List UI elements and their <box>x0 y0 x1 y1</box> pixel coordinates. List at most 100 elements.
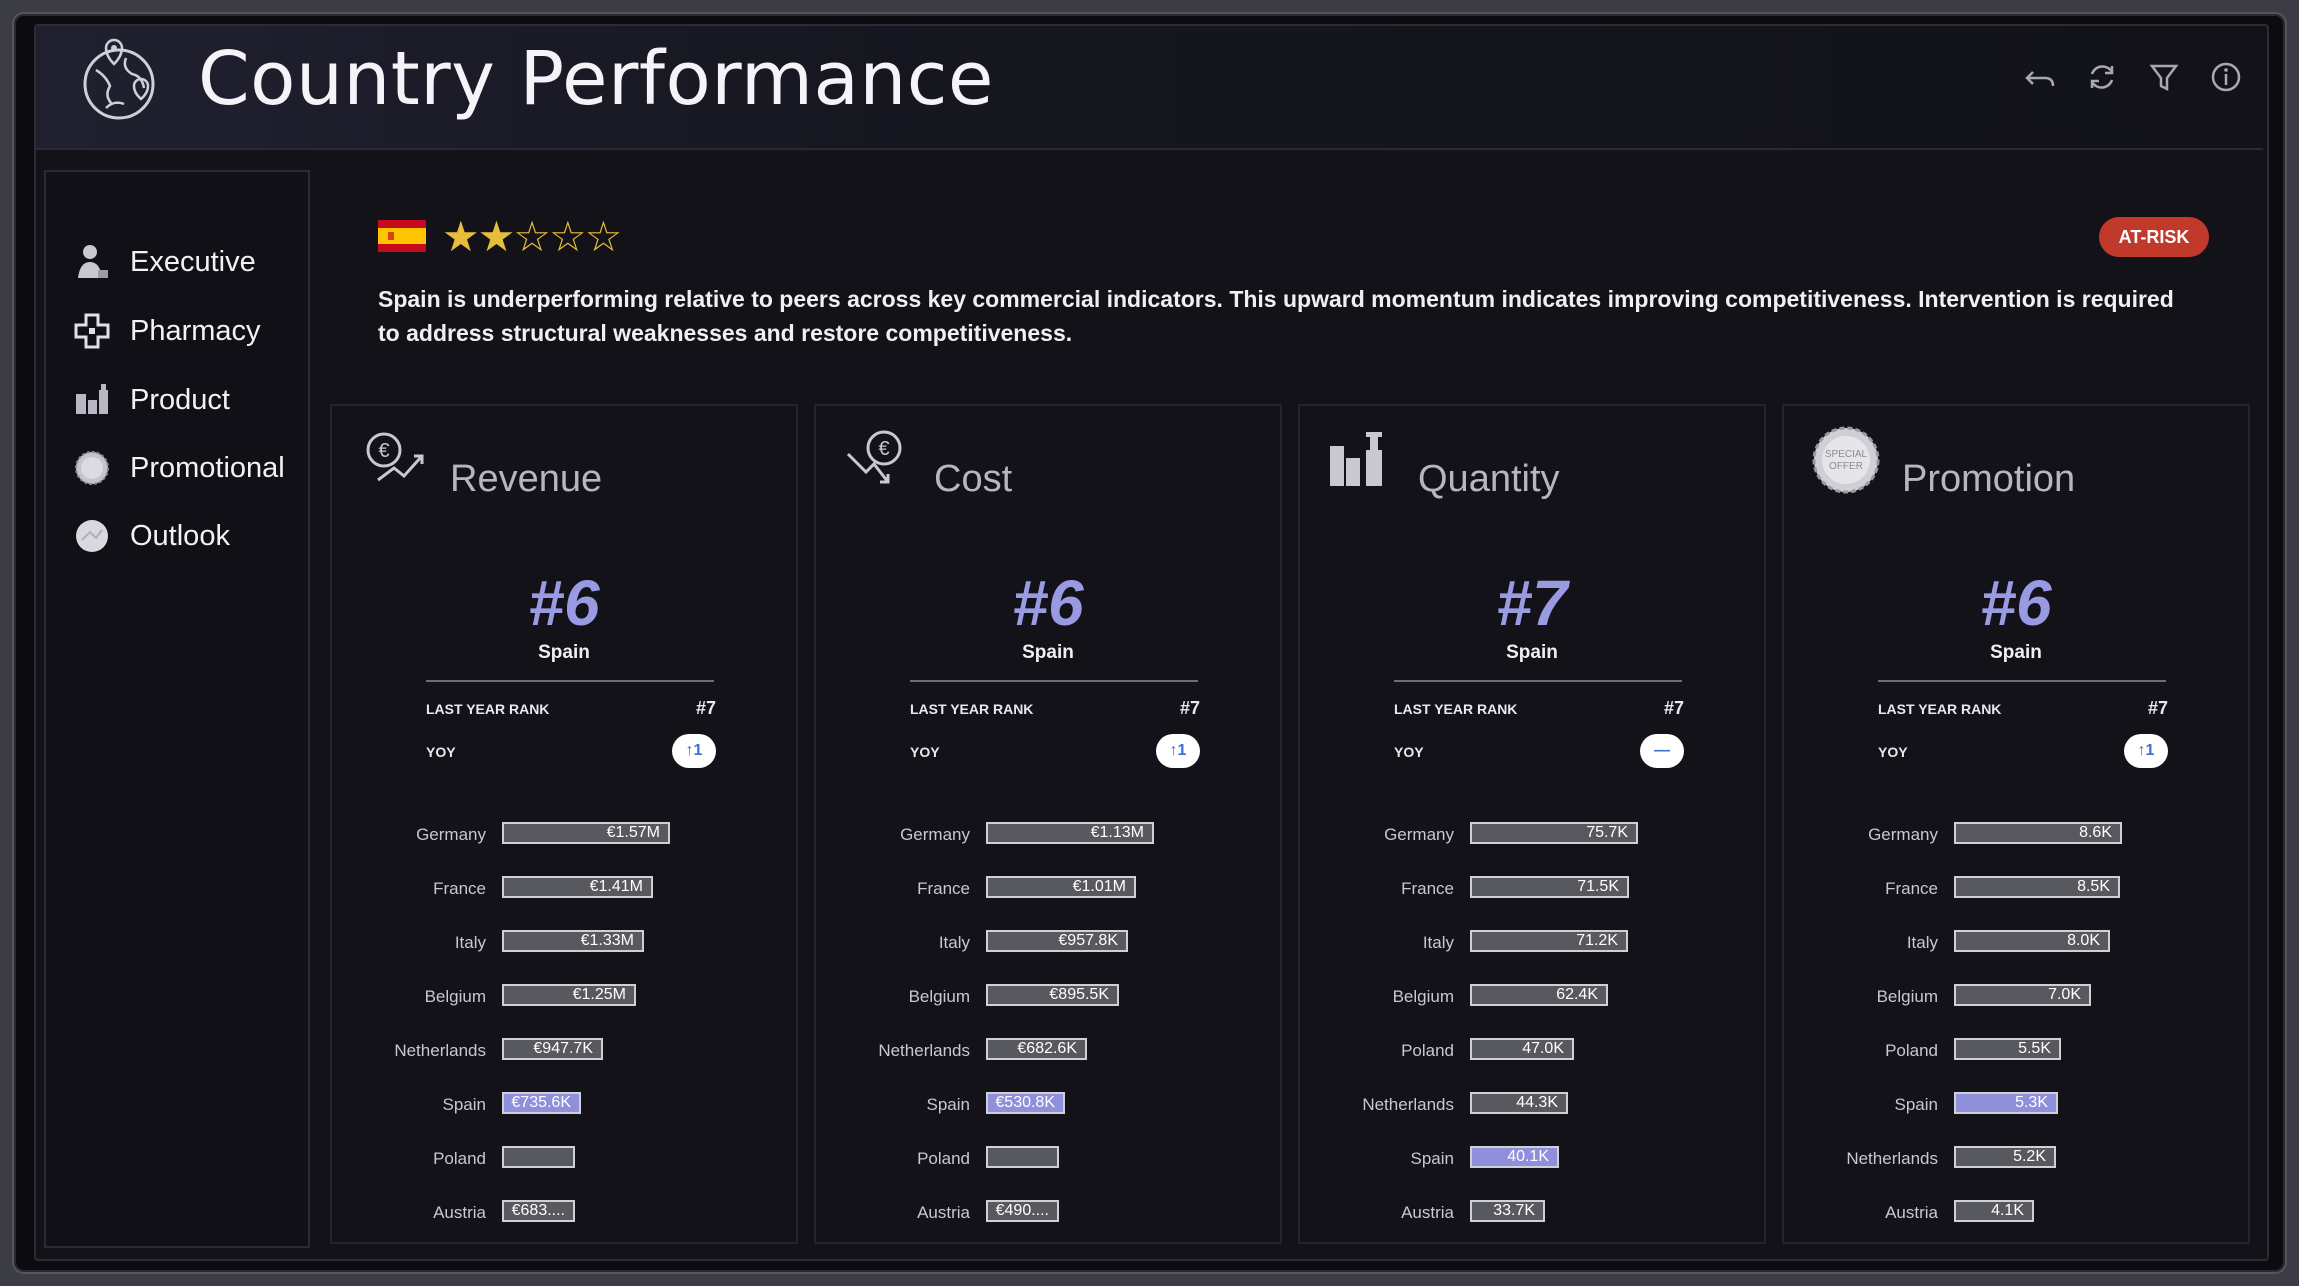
bar-row: Spain €735.6K <box>332 1092 796 1118</box>
bar-row: Germany 8.6K <box>1784 822 2248 848</box>
bar[interactable] <box>502 1038 603 1060</box>
yoy-badge: — <box>1640 734 1684 768</box>
bar-category-label: France <box>433 879 486 898</box>
bar[interactable] <box>986 1092 1065 1114</box>
yoy-label: YOY <box>1394 744 1424 760</box>
bar[interactable] <box>1954 930 2110 952</box>
bar-row: Netherlands 5.2K <box>1784 1146 2248 1172</box>
last-year-rank-value: #7 <box>2147 698 2168 718</box>
bar[interactable] <box>1954 984 2091 1006</box>
bar[interactable] <box>1470 1146 1559 1168</box>
bar-category-label: Netherlands <box>1846 1149 1938 1168</box>
bar[interactable] <box>502 930 644 952</box>
bar-row: Germany 75.7K <box>1300 822 1764 848</box>
bar[interactable] <box>502 822 670 844</box>
bar-category-label: Netherlands <box>878 1041 970 1060</box>
bar[interactable] <box>1954 876 2120 898</box>
rank-country: Spain <box>1506 642 1558 663</box>
bar-category-label: Germany <box>416 825 486 844</box>
status-badge: AT-RISK <box>2099 217 2209 257</box>
filter-icon[interactable] <box>2147 60 2181 94</box>
bar-category-label: Spain <box>1894 1095 1938 1114</box>
last-year-rank-label: LAST YEAR RANK <box>426 701 550 717</box>
bar[interactable] <box>502 876 653 898</box>
revenue-euro-trend-icon: € <box>358 424 430 496</box>
bar[interactable] <box>502 1146 575 1168</box>
bar-category-label: Poland <box>917 1149 970 1168</box>
bar[interactable] <box>986 1146 1059 1168</box>
bar[interactable] <box>1954 1092 2058 1114</box>
country-summary: Spain is underperforming relative to pee… <box>378 286 2174 346</box>
bar[interactable] <box>986 876 1136 898</box>
spain-flag-icon <box>378 220 426 252</box>
bar-category-label: Austria <box>1885 1203 1938 1222</box>
divider <box>910 680 1198 682</box>
card-title: Promotion <box>1902 458 2076 500</box>
bar-value-label: €1.01M <box>1072 878 1126 895</box>
info-icon[interactable] <box>2209 60 2243 94</box>
bar[interactable] <box>986 984 1119 1006</box>
sidebar-item-promotional[interactable]: Promotional <box>72 448 285 488</box>
bar[interactable] <box>502 1092 581 1114</box>
bar-row: France €1.01M <box>816 876 1280 902</box>
sidebar-item-executive[interactable]: Executive <box>72 242 256 282</box>
bar-category-label: Italy <box>1906 933 1938 952</box>
bar[interactable] <box>1954 1200 2034 1222</box>
bar-value-label: 8.6K <box>2079 824 2112 841</box>
sidebar-item-pharmacy[interactable]: Pharmacy <box>72 311 261 351</box>
bar-category-label: Belgium <box>1392 987 1454 1006</box>
bar-value-label: €895.5K <box>1049 986 1109 1003</box>
current-rank: #6 <box>1980 567 2052 639</box>
back-arrow-icon[interactable] <box>2023 60 2057 94</box>
bar-category-label: Spain <box>442 1095 486 1114</box>
bar-value-label: 5.3K <box>2015 1094 2048 1111</box>
bar[interactable] <box>986 822 1154 844</box>
bar[interactable] <box>1470 822 1638 844</box>
quantity-bottles-icon <box>1326 424 1398 496</box>
bar-row: Netherlands €947.7K <box>332 1038 796 1064</box>
bar[interactable] <box>1470 984 1608 1006</box>
star-rating: ★★☆☆☆ <box>442 213 622 260</box>
bar-row: Austria 33.7K <box>1300 1200 1764 1226</box>
bar-row: Austria €490.... <box>816 1200 1280 1226</box>
sidebar-item-outlook[interactable]: Outlook <box>72 516 230 556</box>
bar[interactable] <box>1470 1038 1574 1060</box>
bar[interactable] <box>1470 876 1629 898</box>
bar[interactable] <box>1954 822 2122 844</box>
card-title: Revenue <box>450 458 603 500</box>
bar[interactable] <box>986 1038 1087 1060</box>
refresh-icon[interactable] <box>2085 60 2119 94</box>
bar-category-label: Spain <box>1410 1149 1454 1168</box>
divider <box>1394 680 1682 682</box>
bar-row: France €1.41M <box>332 876 796 902</box>
bar-row: Poland 47.0K <box>1300 1038 1764 1064</box>
sidebar-item-product[interactable]: Product <box>72 380 230 420</box>
bar[interactable] <box>1470 1092 1568 1114</box>
bar-category-label: France <box>917 879 970 898</box>
bar[interactable] <box>986 1200 1059 1222</box>
page-title: Country Performance <box>198 36 994 122</box>
bar[interactable] <box>1470 1200 1545 1222</box>
last-year-rank-value: #7 <box>695 698 716 718</box>
bar[interactable] <box>1470 930 1628 952</box>
kpi-card-promotion: SPECIAL OFFER Promotion #6 Spain LAST YEAR RA… <box>1782 404 2250 1244</box>
product-bottles-icon <box>72 380 112 420</box>
last-year-rank-value: #7 <box>1179 698 1200 718</box>
bar[interactable] <box>1954 1146 2056 1168</box>
card-title: Cost <box>934 458 1013 500</box>
bar-value-label: 5.5K <box>2018 1040 2051 1057</box>
bar[interactable] <box>502 984 636 1006</box>
bar-category-label: Belgium <box>1876 987 1938 1006</box>
bar-value-label: 7.0K <box>2048 986 2081 1003</box>
bar-value-label: 33.7K <box>1493 1202 1535 1219</box>
bar-row: Netherlands €682.6K <box>816 1038 1280 1064</box>
yoy-label: YOY <box>910 744 940 760</box>
svg-text:€: € <box>878 438 889 460</box>
bar[interactable] <box>986 930 1128 952</box>
kpi-card-cost: € Cost #6 Spain LAST YEAR RANK #7 YOY ↑1 Germany… <box>814 404 1282 1244</box>
bar[interactable] <box>1954 1038 2061 1060</box>
bar-value-label: €1.13M <box>1090 824 1144 841</box>
special-offer-badge-icon: SPECIAL OFFER <box>1810 424 1882 496</box>
bar[interactable] <box>502 1200 575 1222</box>
bar-value-label: €1.41M <box>589 878 643 895</box>
